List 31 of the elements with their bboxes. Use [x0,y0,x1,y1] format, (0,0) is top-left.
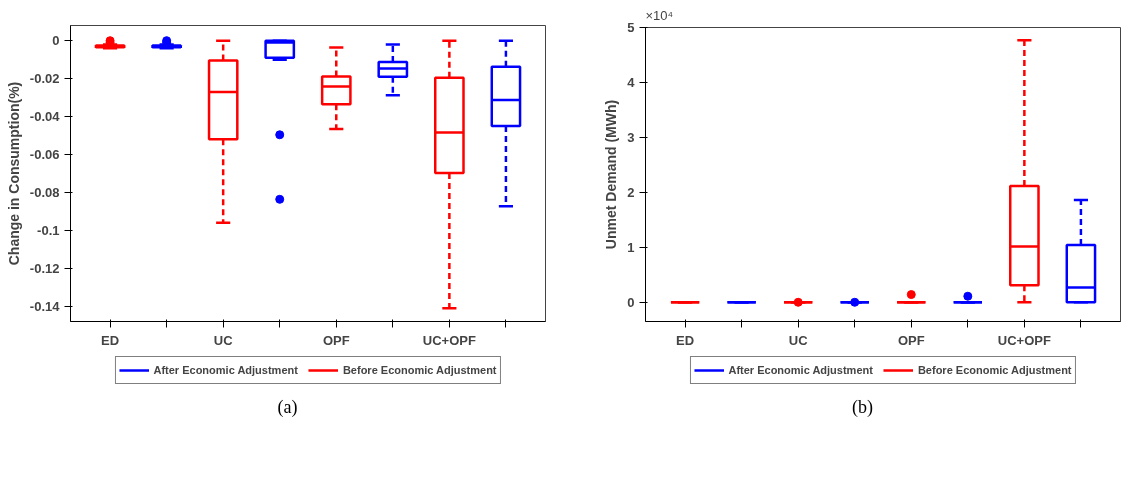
y-tick-label: -0.06 [29,147,60,163]
y-tick-label: 5 [627,20,635,35]
text: (b) [852,396,873,419]
y-axis-title: Unmet Demand (MWh) [603,99,620,250]
y-tick-label: -0.14 [29,298,61,314]
y-tick-label: 2 [627,184,635,200]
x-tick-label: OPF [897,332,925,348]
x-tick-label: OPF [322,332,350,348]
text: (a) [277,396,298,419]
x-tick-label: UC+OPF [422,332,476,348]
y-axis-title: Change in Consumption(%) [5,81,22,266]
y-tick-label: -0.04 [29,109,61,125]
x-tick-label: UC [213,332,234,348]
y-tick-label: 0 [52,33,60,49]
legend-label: After Economic Adjustment [728,364,873,376]
x-tick-label: ED [101,332,120,348]
legend-label: Before Economic Adjustment [917,364,1072,376]
legend-label: Before Economic Adjustment [342,364,497,376]
y-tick-label: 0 [627,294,635,310]
y-tick-label: 4 [627,74,636,90]
text: ×10⁴ [645,7,674,23]
legend-label: After Economic Adjustment [153,364,298,376]
x-tick-label: ED [676,332,695,348]
x-tick-label: UC [788,332,809,348]
y-tick-label: 1 [627,239,635,255]
x-tick-label: UC+OPF [997,332,1051,348]
y-tick-label: 3 [627,129,635,145]
y-tick-label: -0.1 [37,222,60,238]
y-tick-label: -0.02 [29,71,60,87]
y-tick-label: -0.12 [29,260,60,276]
y-tick-label: -0.08 [29,184,60,200]
